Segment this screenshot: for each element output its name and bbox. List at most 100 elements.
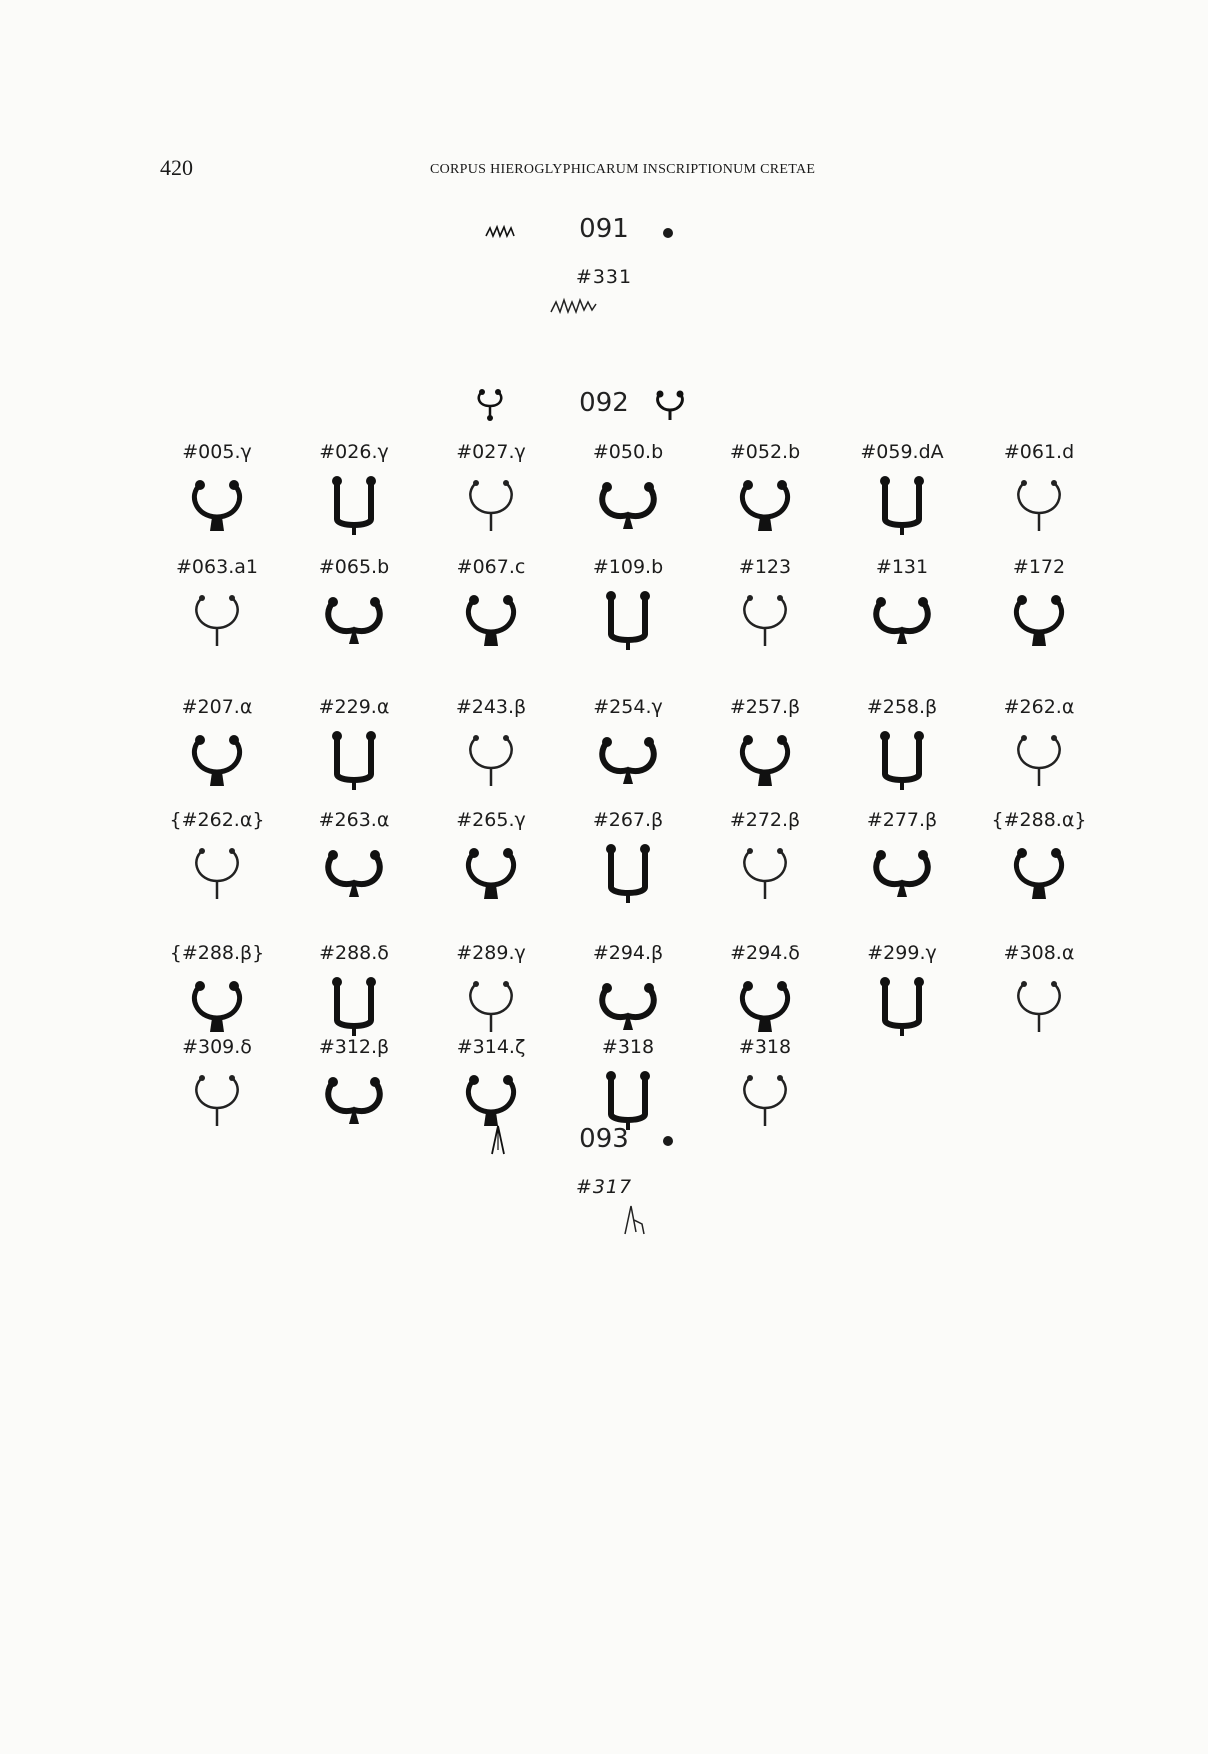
zigzag-sign-icon [485,224,515,239]
horseshoe-sign-icon [469,981,513,1032]
bullet-dot-icon [663,228,673,238]
variant-label: #288.δ [319,942,389,964]
sign-variant-cell: #207.α [152,696,282,806]
horseshoe-sign-icon [332,476,376,535]
horseshoe-sign-icon [873,850,931,897]
section-number: 092 [579,388,629,418]
section-092-heading: 092 [0,384,1208,434]
horseshoe-sign-icon [606,1071,650,1130]
horseshoe-sign-icon [1017,735,1061,786]
sign-variant-cell: #318 [563,1036,693,1146]
sign-variant-cell: #265.γ [426,809,556,919]
variant-label: #308.α [1003,942,1075,964]
sign-variant-cell: #026.γ [289,441,419,551]
entry-label: #317 [575,1176,633,1198]
horseshoe-sign-icon [1014,848,1064,899]
variant-label: #263.α [318,809,390,831]
sign-variant-cell: {#262.α} [152,809,282,919]
section-number: 091 [579,214,629,244]
variant-label: #061.d [1003,441,1075,463]
horseshoe-sign-icon [599,737,657,784]
horseshoe-sign-icon [466,1075,516,1126]
sign-variant-cell: #229.α [289,696,419,806]
sign-variant-cell: #294.β [563,942,693,1052]
sign-variant-cell: #299.γ [837,942,967,1052]
variant-label: #109.b [592,556,664,578]
sign-variant-cell: #272.β [700,809,830,919]
variant-label: #312.β [318,1036,390,1058]
sign-variant-cell: #294.δ [700,942,830,1052]
horseshoe-sign-icon [873,597,931,644]
horseshoe-sign-icon [880,731,924,790]
sign-variant-cell: #309.δ [152,1036,282,1146]
horseshoe-sign-icon [740,981,790,1032]
variant-label: #257.β [729,696,801,718]
variant-label: #309.δ [182,1036,252,1058]
horseshoe-sign-icon [606,844,650,903]
horseshoe-sign-icon [743,848,787,899]
bullet-dot-icon [663,1136,673,1146]
horseshoe-sign-icon [332,977,376,1036]
horseshoe-sign-icon [599,482,657,529]
variant-label: #005.γ [182,441,252,463]
variant-label: #277.β [866,809,938,831]
horseshoe-sign-icon [195,595,239,646]
section-091-heading: 091 [0,210,1208,260]
sign-variant-cell: #063.a1 [152,556,282,666]
horseshoe-sign-icon [740,735,790,786]
sign-variant-cell: #131 [837,556,967,666]
variant-label: #318 [738,1036,792,1058]
sign-variant-cell: #059.dA [837,441,967,551]
horseshoe-sign-icon [1017,981,1061,1032]
sign-variant-cell: #243.β [426,696,556,806]
variant-label: #067.c [456,556,526,578]
horseshoe-sign-icon [195,1075,239,1126]
variant-label: #052.b [729,441,801,463]
variant-label: #265.γ [456,809,526,831]
variant-label: {#288.α} [991,809,1087,831]
horseshoe-sign-icon [466,848,516,899]
sign-variant-cell: #308.α [974,942,1104,1052]
horseshoe-sign-icon [332,731,376,790]
variant-label: #289.γ [456,942,526,964]
page-number: 420 [160,155,193,180]
sign-variant-cell: #050.b [563,441,693,551]
horseshoe-sign-icon [325,1077,383,1124]
sign-variant-cell: #267.β [563,809,693,919]
variant-label: #299.γ [867,942,937,964]
variant-label: {#262.α} [169,809,265,831]
variant-label: #131 [875,556,929,578]
sign-variant-cell: {#288.β} [152,942,282,1052]
section-number: 093 [579,1124,629,1154]
variant-label: #172 [1012,556,1066,578]
sign-variant-cell: #109.b [563,556,693,666]
variant-label: #123 [738,556,792,578]
sign-variant-cell: #123 [700,556,830,666]
horseshoe-sign-icon [1014,595,1064,646]
horseshoe-sign-icon [1017,480,1061,531]
sign-variant-cell: #254.γ [563,696,693,806]
horseshoe-sign-icon [743,595,787,646]
variant-label: #258.β [866,696,938,718]
variant-label: {#288.β} [169,942,265,964]
variant-label: #027.γ [456,441,526,463]
horseshoe-sign-icon [740,480,790,531]
horseshoe-sign-icon [325,597,383,644]
horseshoe-sign-icon [195,848,239,899]
horseshoe-sign-icon [880,977,924,1036]
sign-variant-cell: #067.c [426,556,556,666]
horseshoe-sign-icon [469,480,513,531]
horseshoe-sign-icon [325,850,383,897]
horseshoe-sign-icon [656,390,684,420]
sign-variant-cell: #061.d [974,441,1104,551]
variant-label: #314.ζ [456,1036,526,1058]
horseshoe-sign-icon [606,591,650,650]
horseshoe-sign-icon [880,476,924,535]
variant-label: #243.β [455,696,527,718]
variant-label: #065.b [318,556,390,578]
horseshoe-sign-icon [192,981,242,1032]
horseshoe-sign-icon [192,735,242,786]
sign-variant-cell: #314.ζ [426,1036,556,1146]
variant-label: #272.β [729,809,801,831]
variant-label: #063.a1 [176,556,258,578]
